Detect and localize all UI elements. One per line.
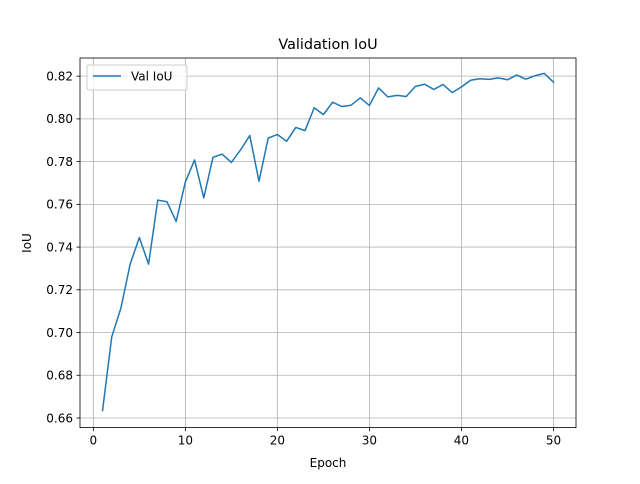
data-point — [341, 106, 343, 108]
data-point — [120, 307, 122, 309]
data-point — [433, 89, 435, 91]
y-tick-label: 0.76 — [46, 198, 73, 212]
data-point — [258, 181, 260, 183]
data-point — [451, 92, 453, 94]
data-point — [479, 78, 481, 80]
data-point — [295, 127, 297, 128]
data-point — [148, 263, 150, 265]
data-point — [185, 181, 187, 183]
data-point — [387, 96, 389, 98]
data-point — [240, 149, 242, 151]
data-point — [313, 107, 315, 109]
data-point — [129, 263, 131, 265]
data-point — [553, 81, 555, 83]
data-point — [442, 84, 444, 86]
x-tick-label: 30 — [362, 434, 377, 448]
data-point — [194, 159, 196, 161]
data-point — [525, 78, 527, 80]
legend: Val IoU — [86, 64, 188, 91]
data-point — [231, 162, 233, 164]
y-tick-label: 0.68 — [46, 369, 73, 383]
y-tick-label: 0.74 — [46, 240, 73, 254]
data-point — [249, 135, 251, 137]
data-point — [544, 73, 546, 75]
data-point — [267, 137, 269, 139]
data-point — [323, 114, 325, 116]
data-point — [111, 336, 113, 338]
data-point — [332, 101, 334, 103]
y-axis-label: IoU — [20, 233, 34, 253]
series-line-val-iou — [101, 72, 555, 412]
data-point — [488, 79, 490, 81]
data-point — [497, 77, 499, 79]
y-tick-label: 0.66 — [46, 411, 73, 425]
x-tick-label: 40 — [454, 434, 469, 448]
x-tick-label: 10 — [178, 434, 193, 448]
data-point — [350, 104, 352, 106]
data-point — [507, 79, 509, 81]
legend-box — [86, 64, 188, 91]
data-point — [304, 130, 306, 132]
data-point — [415, 86, 417, 88]
data-point — [157, 199, 159, 201]
axis-ticks: 0 10 20 30 40 50 0.66 0.68 0.70 0.72 0.74 0.76 0.78 0… — [46, 69, 561, 447]
x-tick-label: 0 — [90, 434, 98, 448]
data-point — [203, 197, 205, 199]
data-point — [405, 96, 407, 98]
data-point — [369, 105, 371, 107]
data-point — [221, 153, 223, 155]
data-point — [166, 201, 168, 203]
data-point — [534, 75, 536, 77]
chart-title: Validation IoU — [278, 37, 377, 53]
data-point — [277, 134, 279, 136]
plot-frame — [79, 57, 577, 429]
data-point — [286, 141, 288, 143]
x-axis-label: Epoch — [310, 456, 347, 470]
y-tick-label: 0.72 — [46, 283, 73, 297]
data-point — [516, 74, 518, 76]
data-point — [212, 157, 214, 159]
series-layer — [101, 72, 555, 412]
data-point — [461, 86, 463, 88]
legend-label: Val IoU — [131, 70, 172, 84]
data-point — [378, 87, 380, 89]
data-point — [396, 95, 398, 97]
data-point — [359, 97, 361, 99]
data-point — [470, 79, 472, 81]
y-tick-label: 0.82 — [46, 69, 73, 83]
y-tick-label: 0.80 — [46, 112, 73, 126]
data-point — [175, 221, 177, 223]
data-point — [102, 410, 104, 412]
grid-lines — [80, 58, 576, 428]
data-point — [424, 84, 426, 86]
data-point — [139, 237, 141, 239]
x-tick-label: 50 — [546, 434, 561, 448]
y-tick-label: 0.70 — [46, 326, 73, 340]
y-tick-label: 0.78 — [46, 155, 73, 169]
x-tick-label: 20 — [270, 434, 285, 448]
